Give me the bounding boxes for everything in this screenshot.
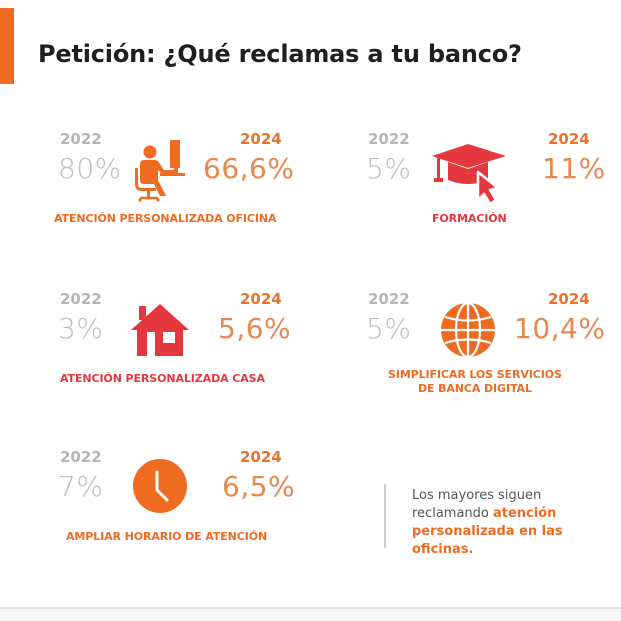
- card-horario: 2022 2024 7% 6,5% AMPLIAR HORARIO DE ATE…: [58, 448, 308, 548]
- card-label-line-1: SIMPLIFICAR LOS SERVICIOS: [388, 368, 562, 381]
- accent-bar: [0, 8, 14, 84]
- value-2024: 11%: [542, 152, 606, 185]
- clock-icon: [132, 458, 192, 518]
- card-banca-digital: 2022 2024 5% 10,4% SIMPLIFICAR LOS SERVI…: [366, 290, 616, 395]
- house-icon: [130, 300, 190, 360]
- value-2024: 66,6%: [203, 152, 295, 185]
- note-divider: [384, 484, 386, 548]
- year-2022-label: 2022: [60, 130, 102, 148]
- year-2024-label: 2024: [240, 130, 282, 148]
- card-label: SIMPLIFICAR LOS SERVICIOS DE BANCA DIGIT…: [388, 368, 562, 396]
- bottom-strip: [0, 609, 621, 621]
- value-2022: 7%: [58, 470, 104, 503]
- page-title: Petición: ¿Qué reclamas a tu banco?: [38, 40, 522, 68]
- year-2024-label: 2024: [548, 130, 590, 148]
- value-2022: 5%: [366, 312, 412, 345]
- year-2024-label: 2024: [548, 290, 590, 308]
- globe-icon: [438, 300, 498, 360]
- bottom-divider: [0, 607, 621, 609]
- card-label: ATENCIÓN PERSONALIZADA OFICINA: [54, 212, 277, 225]
- card-atencion-casa: 2022 2024 3% 5,6% ATENCIÓN PERSONALIZADA…: [58, 290, 308, 390]
- card-label: FORMACIÓN: [432, 212, 507, 225]
- card-label: AMPLIAR HORARIO DE ATENCIÓN: [66, 530, 268, 543]
- year-2024-label: 2024: [240, 448, 282, 466]
- year-2024-label: 2024: [240, 290, 282, 308]
- value-2024: 10,4%: [514, 312, 606, 345]
- year-2022-label: 2022: [368, 290, 410, 308]
- card-label-line-2: DE BANCA DIGITAL: [417, 382, 532, 395]
- year-2022-label: 2022: [368, 130, 410, 148]
- note-line-2: reclamando atención: [412, 505, 621, 523]
- note-text: Los mayores siguen reclamando atención p…: [412, 487, 621, 559]
- note-highlight: atención: [493, 506, 557, 521]
- card-label: ATENCIÓN PERSONALIZADA CASA: [60, 372, 265, 385]
- year-2022-label: 2022: [60, 448, 102, 466]
- value-2022: 80%: [58, 152, 122, 185]
- person-at-computer-icon: [130, 140, 190, 202]
- value-2022: 5%: [366, 152, 412, 185]
- year-2022-label: 2022: [60, 290, 102, 308]
- graduation-cap-cursor-icon: [430, 142, 510, 206]
- note-line-3: personalizada en las oficinas.: [412, 524, 563, 557]
- value-2024: 5,6%: [218, 312, 292, 345]
- value-2024: 6,5%: [222, 470, 296, 503]
- note-plain: reclamando: [412, 506, 493, 521]
- card-formacion: 2022 2024 5% 11% FORMACIÓN: [366, 130, 616, 230]
- note-line-1: Los mayores siguen: [412, 488, 542, 503]
- value-2022: 3%: [58, 312, 104, 345]
- card-atencion-oficina: 2022 2024 80% 66,6% ATENCIÓN PERSONALIZA…: [54, 130, 308, 230]
